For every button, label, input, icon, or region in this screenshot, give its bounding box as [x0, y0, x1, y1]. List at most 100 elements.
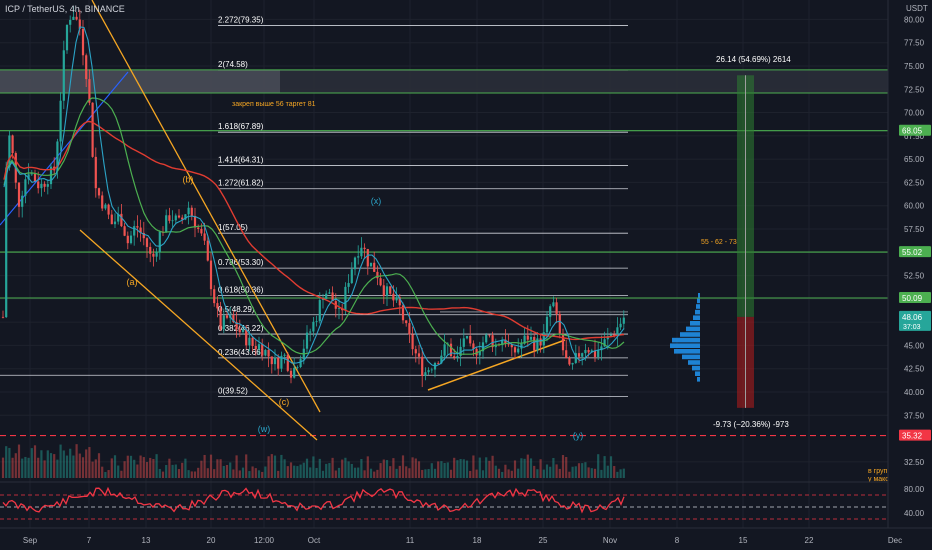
candle-body — [17, 182, 21, 207]
volume-bar — [120, 470, 123, 478]
candle-body — [513, 347, 517, 353]
volume-bar — [600, 469, 603, 478]
candle-body — [72, 16, 75, 20]
candle-body — [379, 278, 382, 286]
volume-bar — [485, 457, 488, 478]
candle-body — [78, 19, 81, 29]
candle-body — [360, 247, 363, 257]
candle-body — [184, 214, 187, 220]
candle-body — [318, 300, 321, 322]
candle-body — [507, 343, 510, 345]
candle-body — [296, 367, 299, 368]
volume-bar — [353, 467, 357, 478]
volume-bar — [97, 453, 101, 478]
x-tick-label: Sep — [23, 536, 38, 545]
candle-body — [257, 344, 261, 350]
candle-body — [94, 156, 97, 189]
volume-profile-bar — [695, 371, 700, 376]
candle-body — [344, 286, 347, 311]
volume-bar — [430, 463, 433, 478]
x-tick-label: 7 — [87, 536, 92, 545]
candle-body — [24, 179, 27, 196]
volume-bar — [395, 468, 398, 478]
candle-body — [37, 181, 40, 189]
volume-bar — [165, 464, 168, 478]
volume-bar — [289, 462, 293, 478]
candle-body — [449, 343, 453, 357]
volume-bar — [129, 455, 133, 478]
x-tick-label: 25 — [539, 536, 548, 545]
volume-bar — [206, 468, 209, 478]
candle-body — [337, 308, 341, 310]
volume-bar — [536, 469, 539, 478]
candle-body — [107, 204, 110, 215]
wave-label: (y) — [573, 431, 584, 441]
volume-bar — [328, 463, 331, 478]
candle-body — [200, 228, 203, 234]
volume-bar — [542, 469, 545, 478]
volume-bar — [27, 457, 30, 478]
candle-body — [123, 226, 126, 236]
candle-body — [91, 102, 94, 157]
volume-bar — [606, 465, 609, 478]
candle-body — [152, 253, 155, 257]
candle-body — [139, 227, 142, 233]
fib-label: 0.382(46.22) — [218, 324, 264, 333]
candle-body — [392, 293, 395, 301]
resistance-zone-left — [0, 69, 280, 93]
volume-bar — [251, 466, 254, 478]
candle-body — [65, 24, 69, 51]
candle-body — [517, 348, 520, 353]
volume-bar — [94, 459, 97, 478]
candle-body — [40, 183, 43, 189]
candle-body — [283, 354, 286, 356]
candle-body — [46, 184, 49, 187]
wave-label: (w) — [258, 424, 271, 434]
candle-body — [197, 227, 200, 229]
volume-bar — [161, 471, 165, 478]
volume-bar — [360, 458, 363, 478]
fib-label: 0.236(43.66) — [218, 348, 264, 357]
volume-bar — [305, 458, 309, 478]
y-tick-label: 75.00 — [904, 62, 925, 71]
y-tick-label: 45.00 — [904, 341, 925, 350]
candle-body — [328, 292, 331, 294]
volume-bar — [552, 457, 555, 478]
candle-body — [385, 286, 389, 297]
volume-bar — [558, 468, 561, 478]
candle-body — [398, 297, 401, 306]
wave-label: (x) — [371, 196, 382, 206]
volume-bar — [513, 460, 517, 478]
candle-body — [353, 257, 357, 270]
volume-bar — [347, 461, 350, 478]
volume-bar — [478, 457, 481, 478]
volume-bar — [181, 462, 184, 478]
volume-bar — [245, 454, 248, 478]
volume-bar — [14, 453, 17, 478]
candle-body — [59, 100, 62, 142]
candle-body — [222, 315, 225, 330]
volume-bar — [264, 466, 267, 478]
candle-body — [145, 238, 149, 247]
candle-body — [126, 235, 129, 244]
candle-body — [488, 334, 491, 336]
candle-body — [133, 226, 136, 236]
volume-bar — [187, 470, 190, 478]
candle-body — [536, 338, 539, 351]
y-tick-label: 72.50 — [904, 85, 925, 94]
volume-bar — [440, 461, 443, 478]
wave-label: (b) — [183, 174, 194, 184]
volume-bar — [171, 464, 174, 478]
volume-bar — [145, 462, 149, 478]
candle-body — [155, 252, 158, 257]
volume-profile-bar — [695, 309, 700, 315]
volume-bar — [267, 456, 270, 478]
candle-body — [603, 339, 606, 347]
volume-profile-bar — [690, 321, 700, 326]
candle-body — [286, 354, 289, 371]
fib-label: 1.414(64.31) — [218, 156, 264, 165]
volume-bar — [59, 444, 62, 478]
volume-bar — [520, 458, 523, 478]
volume-bar — [133, 459, 136, 478]
